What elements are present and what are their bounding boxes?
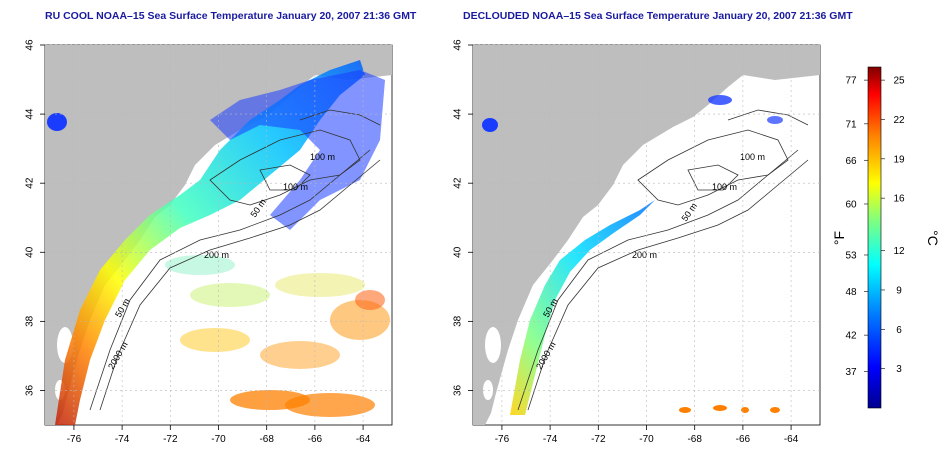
- left-x-tick-label: -76: [67, 434, 82, 445]
- celsius-tick-label: 12: [893, 246, 905, 257]
- celsius-label: °C: [925, 230, 941, 246]
- colorbar-gradient: [867, 66, 882, 409]
- right-y-tick-label: 40: [453, 246, 464, 258]
- celsius-tick-label: 3: [896, 364, 902, 375]
- celsius-tick-label: 16: [893, 194, 905, 205]
- left-x-tick-label: -64: [356, 434, 371, 445]
- left-map-grid: [45, 44, 392, 425]
- right-contour-label: 200 m: [632, 250, 657, 260]
- right-sst-cold-patch: [767, 116, 783, 124]
- right-x-tick-label: -64: [784, 434, 799, 445]
- left-contour-label: 100 m: [283, 182, 308, 192]
- right-sst-bay-patch: [482, 118, 498, 132]
- fahrenheit-tick-label: 37: [845, 367, 857, 378]
- left-bathymetry-contours: [89, 109, 381, 411]
- celsius-tick-label: 25: [893, 76, 905, 87]
- celsius-tick-label: 19: [893, 154, 905, 165]
- right-y-tick-label: 46: [453, 39, 464, 51]
- right-map: 100 m 100 m 50 m 200 m 50 m 2000 m -76 -7…: [453, 39, 821, 445]
- left-map-ticks: -76 -74 -72 -70 -68 -66 -64 36 38 40 42 44 46: [25, 39, 371, 445]
- right-sst-cold-patch: [708, 95, 732, 105]
- right-map-ticks: -76 -74 -72 -70 -68 -66 -64 36 38 40 42 44 46: [453, 39, 799, 445]
- fahrenheit-label: °F: [831, 231, 847, 245]
- left-y-tick-label: 36: [25, 384, 36, 396]
- fahrenheit-tick-label: 77: [845, 76, 857, 87]
- left-x-tick-label: -70: [211, 434, 226, 445]
- left-x-tick-label: -74: [115, 434, 130, 445]
- fahrenheit-tick-label: 66: [845, 156, 857, 167]
- left-y-tick-label: 38: [25, 315, 36, 327]
- right-y-tick-label: 36: [453, 384, 464, 396]
- left-y-tick-label: 46: [25, 39, 36, 51]
- right-y-tick-label: 38: [453, 315, 464, 327]
- left-sst-gulf-maine: [210, 70, 385, 230]
- right-y-tick-label: 44: [453, 108, 464, 120]
- right-sst-coastal-band: [510, 200, 655, 415]
- fahrenheit-tick-label: 42: [845, 331, 857, 342]
- right-y-tick-label: 42: [453, 177, 464, 189]
- fahrenheit-tick-label: 48: [845, 287, 857, 298]
- right-map-title: DECLOUDED NOAA–15 Sea Surface Temperatur…: [463, 10, 853, 22]
- left-y-tick-label: 42: [25, 177, 36, 189]
- right-x-tick-label: -74: [543, 434, 558, 445]
- right-map-grid: [473, 44, 820, 425]
- left-x-tick-label: -72: [163, 434, 178, 445]
- left-sst-bay-patch: [47, 113, 67, 131]
- left-x-tick-label: -66: [308, 434, 323, 445]
- right-land: [473, 45, 820, 425]
- celsius-tick-label: 6: [896, 325, 902, 336]
- right-contour-label: 100 m: [740, 152, 765, 162]
- fahrenheit-tick-label: 53: [845, 250, 857, 261]
- right-x-tick-label: -70: [639, 434, 654, 445]
- fahrenheit-tick-label: 71: [845, 119, 857, 130]
- right-x-tick-label: -76: [495, 434, 510, 445]
- right-sst-warm-patches: [679, 405, 780, 413]
- right-x-tick-label: -66: [736, 434, 751, 445]
- right-x-tick-label: -68: [687, 434, 702, 445]
- left-map-title: RU COOL NOAA–15 Sea Surface Temperature …: [45, 10, 417, 22]
- colorbar: 25 22 19 16 12 9 6 3 77 71 66 60 53 48 42 37 °F °C: [831, 66, 941, 409]
- left-map: 100 m 100 m 50 m 200 m 50 m 2000 m -76 -7…: [25, 39, 393, 445]
- left-y-tick-label: 40: [25, 246, 36, 258]
- celsius-tick-label: 22: [893, 115, 905, 126]
- celsius-tick-label: 9: [896, 285, 902, 296]
- left-contour-label: 200 m: [204, 250, 229, 260]
- left-x-tick-label: -68: [259, 434, 274, 445]
- right-contour-label: 100 m: [712, 182, 737, 192]
- right-x-tick-label: -72: [591, 434, 606, 445]
- left-sst-warm-patches: [165, 255, 390, 417]
- fahrenheit-tick-label: 60: [845, 199, 857, 210]
- left-sst-coastal-band: [55, 60, 365, 425]
- left-contour-label: 100 m: [310, 152, 335, 162]
- left-y-tick-label: 44: [25, 108, 36, 120]
